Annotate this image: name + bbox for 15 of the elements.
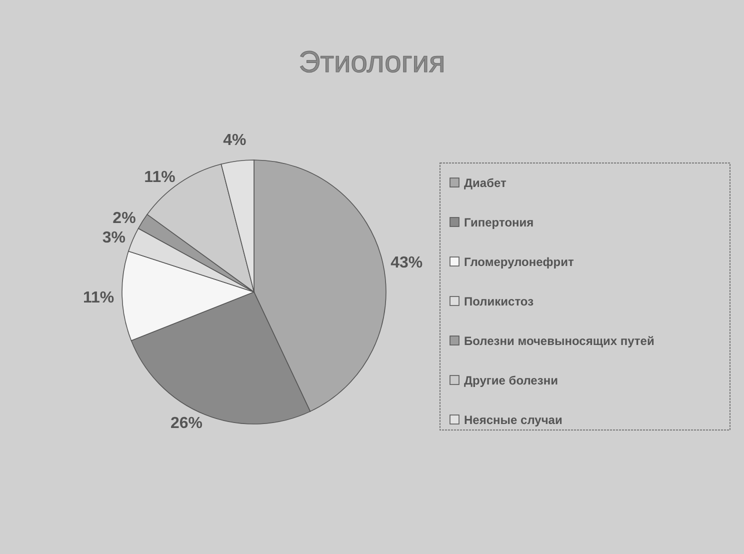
data-label: 11%: [82, 289, 114, 306]
data-label: 26%: [170, 415, 202, 432]
data-label: 3%: [102, 229, 126, 246]
legend-label: Болезни мочевыносящих путей: [464, 334, 654, 348]
legend-label: Неясные случаи: [464, 413, 562, 427]
legend-label: Диабет: [464, 176, 507, 190]
chart-title: Этиология: [298, 46, 446, 79]
legend-label: Другие болезни: [464, 374, 558, 388]
legend-label: Гипертония: [464, 216, 534, 230]
data-label: 11%: [144, 169, 176, 186]
data-label: 4%: [223, 132, 246, 150]
legend-label: Поликистоз: [464, 294, 534, 308]
data-label: 43%: [390, 254, 423, 272]
data-label: 2%: [112, 210, 136, 227]
legend-label: Гломерулонефрит: [464, 255, 574, 269]
